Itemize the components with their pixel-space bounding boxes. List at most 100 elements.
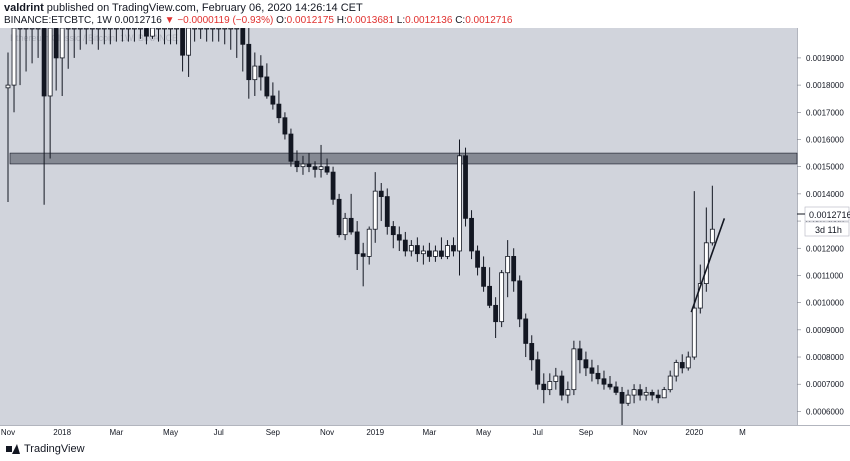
time-tick-label: May: [163, 428, 178, 437]
candle-down: [348, 217, 354, 233]
candle-down: [246, 43, 252, 81]
candle-up: [445, 245, 450, 257]
candle-down: [378, 190, 384, 197]
candle-down: [354, 231, 360, 255]
price-tick-label: 0.0016000: [806, 135, 844, 144]
time-tick-label: Sep: [266, 428, 281, 437]
chart-header: valdrint published on TradingView.com, F…: [0, 0, 850, 28]
candle-down: [384, 196, 390, 227]
candle-up: [198, 27, 204, 30]
candle-up: [433, 250, 438, 257]
candle-up: [565, 389, 571, 396]
candle-up: [697, 283, 703, 309]
tradingview-logo[interactable]: TradingView: [6, 443, 85, 455]
candle-up: [709, 228, 715, 244]
candle-up: [342, 217, 348, 236]
candle-up: [222, 27, 228, 30]
candle-down: [306, 163, 312, 168]
candle-down: [637, 389, 643, 396]
candle-up: [113, 27, 119, 30]
open-label: O:: [276, 15, 287, 26]
time-tick-label: M: [739, 428, 746, 437]
candle-up: [23, 27, 29, 30]
candle-down: [53, 27, 59, 59]
time-tick-label: Nov: [320, 428, 334, 437]
last-price-label: 0.0012716: [809, 210, 850, 220]
author-name[interactable]: valdrint: [4, 2, 44, 14]
candle-down: [487, 285, 493, 306]
symbol-name: BINANCE:ETCBTC, 1W: [4, 15, 112, 26]
candlestick-chart[interactable]: Ethereum Classic / Bitcoin, 1W, BINANCE …: [0, 27, 850, 438]
close-value: 0.0012716: [465, 15, 513, 26]
candle-down: [390, 226, 396, 236]
candle-down: [535, 359, 541, 385]
candle-up: [631, 389, 637, 396]
candle-up: [168, 27, 173, 30]
candle-down: [330, 171, 336, 200]
time-tick-label: Sep: [579, 428, 594, 437]
chart-area[interactable]: Ethereum Classic / Bitcoin, 1W, BINANCE …: [0, 27, 850, 438]
candle-up: [571, 348, 577, 391]
candle-down: [463, 155, 468, 219]
price-tick-label: 0.0007000: [806, 380, 844, 389]
candle-up: [372, 190, 378, 230]
candle-down: [264, 76, 270, 97]
candle-up: [174, 27, 179, 30]
price-axis-labels: 0.0006000 0.0007000 0.0008000 0.0009000 0.00…: [797, 54, 844, 416]
price-tick-label: 0.0014000: [806, 190, 844, 199]
candle-down: [426, 250, 432, 257]
time-axis-labels: Nov 2018 Mar May Jul Sep Nov 2019 Mar May Jul Sep No…: [1, 428, 746, 437]
candle-down: [601, 378, 607, 385]
price-tick-label: 0.0009000: [806, 326, 844, 335]
candle-up: [119, 27, 125, 30]
candle-down: [402, 239, 408, 252]
candle-up: [661, 389, 667, 399]
candle-up: [685, 356, 691, 369]
candle-up: [186, 27, 192, 56]
candle-down: [613, 386, 619, 393]
time-tick-label: 2020: [685, 428, 703, 437]
watermark-text: Ethereum Classic / Bitcoin, 1W, BINANCE: [10, 33, 178, 43]
candle-up: [547, 381, 553, 391]
candle-down: [469, 217, 474, 252]
candle-down: [270, 95, 276, 105]
candle-down: [396, 234, 402, 241]
candle-up: [252, 65, 258, 81]
price-tick-label: 0.0008000: [806, 353, 844, 362]
price-tick-label: 0.0011000: [806, 271, 844, 280]
candle-down: [679, 362, 685, 369]
price-tick-label: 0.0018000: [806, 81, 844, 90]
low-label: L:: [396, 15, 406, 26]
time-tick-label: 2018: [53, 428, 71, 437]
candle-down: [336, 198, 342, 236]
candle-up: [408, 245, 414, 252]
countdown-label: 3d 11h: [815, 225, 842, 235]
published-text: published on TradingView.com, February 0…: [46, 2, 363, 14]
candle-down: [529, 343, 535, 361]
candle-up: [420, 250, 426, 255]
price-tick-label: 0.0006000: [806, 407, 844, 416]
time-tick-label: Nov: [633, 428, 647, 437]
candle-down: [559, 375, 565, 396]
candle-down: [324, 166, 330, 173]
candle-down: [288, 133, 294, 162]
price-tick-label: 0.0012000: [806, 244, 844, 253]
low-value: 0.0012136: [405, 15, 453, 26]
time-tick-label: Jul: [533, 428, 543, 437]
candle-down: [607, 383, 613, 388]
candle-down: [493, 304, 499, 323]
candle-up: [126, 27, 131, 30]
trend-line[interactable]: [690, 218, 726, 313]
candle-down: [180, 27, 185, 56]
price-tick-label: 0.0017000: [806, 108, 844, 117]
candle-down: [523, 318, 529, 344]
candle-down: [41, 27, 47, 97]
candle-down: [439, 250, 444, 257]
close-label: C:: [455, 15, 466, 26]
candle-up: [11, 27, 17, 86]
candle-up: [107, 27, 113, 30]
candle-up: [101, 27, 107, 30]
candle-down: [541, 383, 547, 391]
candle-up: [150, 27, 155, 37]
candle-down: [258, 65, 264, 78]
